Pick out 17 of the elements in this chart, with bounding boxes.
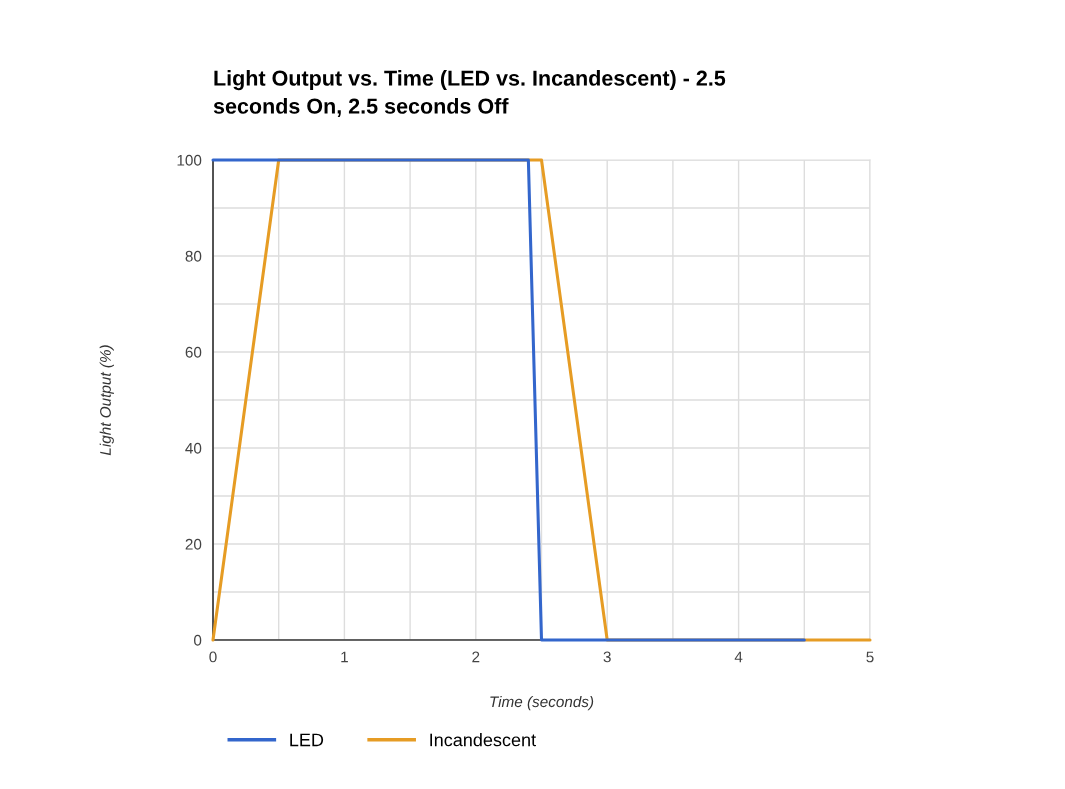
y-tick-label: 80 (185, 250, 202, 262)
x-tick-label: 0 (209, 651, 217, 663)
legend-label: LED (290, 733, 324, 747)
y-tick-label: 20 (185, 538, 202, 550)
x-tick-label: 5 (866, 651, 874, 663)
chart-title: Light Output vs. Time (LED vs. Incandescent) - 2.5 seconds On, 2.5 seconds Off (213, 70, 726, 117)
y-tick-label: 100 (177, 154, 202, 166)
x-tick-label: 4 (734, 651, 743, 663)
y-tick-label: 60 (185, 346, 202, 358)
y-tick-label: 40 (185, 442, 202, 454)
x-tick-label: 2 (472, 651, 480, 663)
x-tick-label: 3 (603, 651, 611, 663)
y-axis-title: Light Output (%) (99, 345, 114, 456)
x-axis-title: Time (seconds) (490, 695, 594, 711)
legend-label: Incandescent (430, 733, 536, 747)
x-tick-label: 1 (341, 651, 348, 663)
y-tick-label: 0 (193, 634, 202, 646)
